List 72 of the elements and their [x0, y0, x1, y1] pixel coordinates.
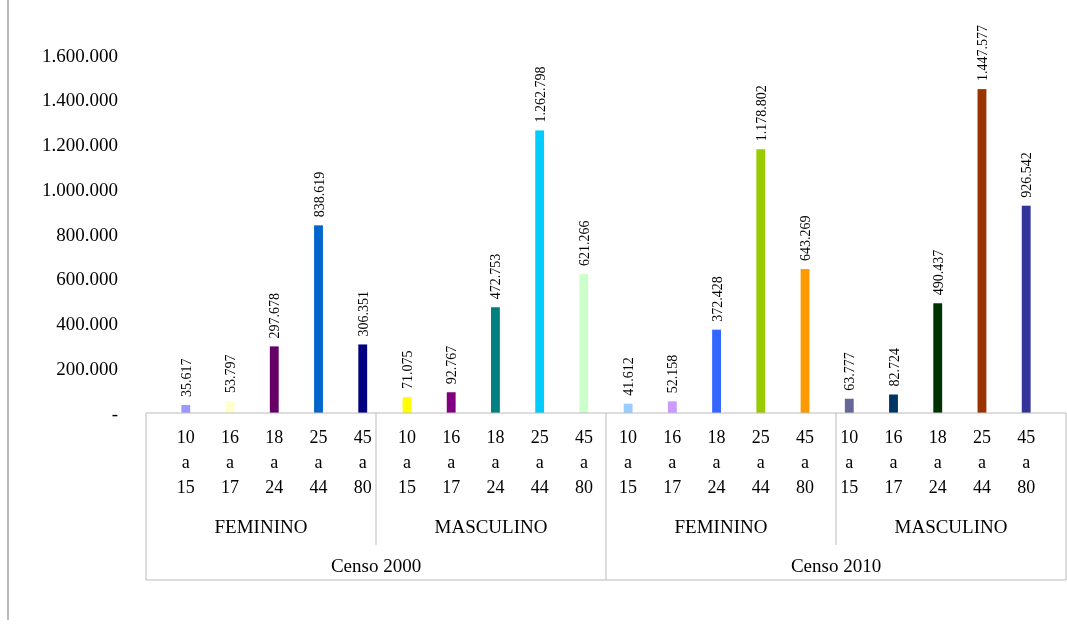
- bar: [269, 346, 279, 413]
- text: MASCULINO: [894, 516, 1008, 537]
- bar: [1021, 205, 1031, 413]
- x-tick-label: 18 a 24: [265, 427, 284, 497]
- data-label: 643.269: [798, 215, 814, 262]
- data-label: 297.678: [267, 292, 283, 339]
- data-label: 82.724: [886, 347, 902, 387]
- text: Censo 2000: [330, 555, 422, 576]
- data-label: 1.262.798: [532, 66, 548, 123]
- x-tick-label: 16 a 17: [221, 427, 240, 497]
- bar: [889, 394, 898, 413]
- x-tick-label: 18 a 24: [928, 427, 947, 497]
- text: MASCULINO: [434, 516, 548, 537]
- x-tick-label: 45 a 80: [796, 427, 815, 497]
- y-tick-label: 1.200.000: [42, 134, 118, 156]
- x-tick-label: 16 a 17: [442, 427, 461, 497]
- x-tick-label: 25 a 44: [972, 427, 991, 497]
- data-label: 41.612: [621, 357, 637, 396]
- y-tick-label: 800.000: [56, 223, 118, 245]
- bar: [358, 344, 368, 413]
- data-label: 926.542: [1019, 152, 1035, 198]
- x-tick-label: 10 a 15: [176, 427, 195, 497]
- x-tick-label: 45 a 80: [1017, 427, 1036, 497]
- bar: [535, 130, 545, 413]
- data-label: 1.447.577: [974, 25, 990, 82]
- x-tick-label: 45 a 80: [574, 427, 593, 497]
- x-tick-label: 16 a 17: [663, 427, 682, 497]
- bar: [446, 392, 456, 413]
- data-label: 92.767: [444, 345, 460, 385]
- y-tick-label: 1.400.000: [42, 89, 118, 111]
- y-tick-label: 200.000: [56, 357, 118, 379]
- x-tick-label: 18 a 24: [486, 427, 505, 497]
- x-tick-label: 25 a 44: [751, 427, 770, 497]
- data-label: 490.437: [930, 249, 946, 296]
- x-tick-label: 25 a 44: [309, 427, 328, 497]
- bar: [667, 401, 677, 413]
- x-tick-label: 10 a 15: [619, 427, 638, 497]
- data-label: 63.777: [842, 352, 858, 391]
- bar: [756, 149, 766, 413]
- y-tick-label: 1.000.000: [42, 178, 118, 200]
- text: Censo 2010: [790, 555, 882, 576]
- x-tick-label: 25 a 44: [530, 427, 549, 497]
- data-label: 53.797: [223, 354, 239, 393]
- bar: [800, 269, 810, 413]
- bar: [977, 89, 987, 413]
- y-tick-label: 400.000: [56, 313, 118, 335]
- bar: [844, 398, 854, 413]
- bar: [579, 273, 589, 413]
- data-label: 71.075: [399, 350, 415, 390]
- bar: [491, 307, 500, 413]
- text: FEMININO: [214, 516, 308, 537]
- data-label: 35.617: [178, 358, 194, 398]
- y-tick-label: -: [111, 402, 118, 424]
- data-label: 838.619: [311, 171, 327, 218]
- y-tick-label: 600.000: [56, 268, 118, 290]
- data-label: 621.266: [576, 220, 592, 266]
- data-label: 52.158: [665, 354, 681, 394]
- x-tick-label: 10 a 15: [397, 427, 416, 497]
- x-tick-label: 45 a 80: [353, 427, 372, 497]
- bar: [712, 329, 721, 413]
- x-tick-label: 10 a 15: [840, 427, 859, 497]
- bar: [933, 303, 943, 413]
- bar: [314, 225, 323, 413]
- data-label: 372.428: [709, 276, 725, 322]
- text: FEMININO: [674, 516, 768, 537]
- bar: [181, 405, 191, 413]
- data-label: 472.753: [488, 253, 504, 300]
- data-label: 1.178.802: [753, 85, 769, 142]
- y-tick-label: 1.600.000: [42, 44, 118, 66]
- x-tick-label: 18 a 24: [707, 427, 726, 497]
- data-label: 306.351: [355, 290, 371, 337]
- x-tick-label: 16 a 17: [884, 427, 903, 497]
